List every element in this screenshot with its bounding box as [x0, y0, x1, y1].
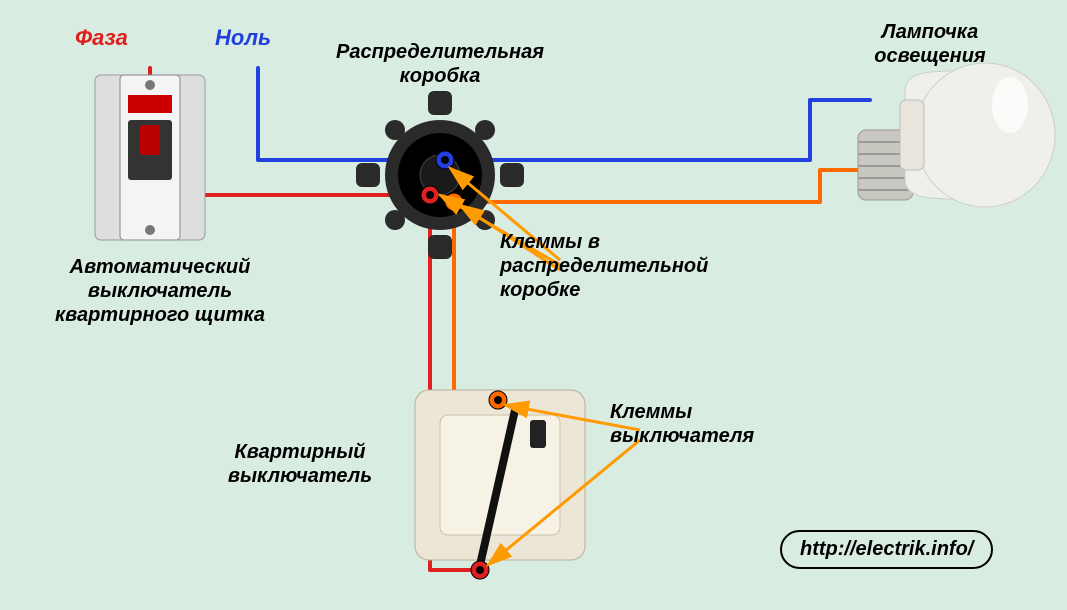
switch-label: Квартирныйвыключатель [190, 440, 410, 488]
phase-label: Фаза [75, 25, 128, 51]
wiring-diagram: Фаза Ноль Распределительнаякоробка Лампо… [0, 0, 1067, 610]
breaker-label: Автоматическийвыключательквартирного щит… [30, 255, 290, 327]
null-label: Ноль [215, 25, 271, 51]
terminals-box-label: Клеммы враспределительнойкоробке [500, 230, 760, 302]
junction-box-label: Распределительнаякоробка [290, 40, 590, 88]
lamp-label: Лампочкаосвещения [820, 20, 1040, 68]
url-box: http://electrik.info/ [780, 530, 993, 569]
terminals-switch-label: Клеммывыключателя [610, 400, 830, 448]
